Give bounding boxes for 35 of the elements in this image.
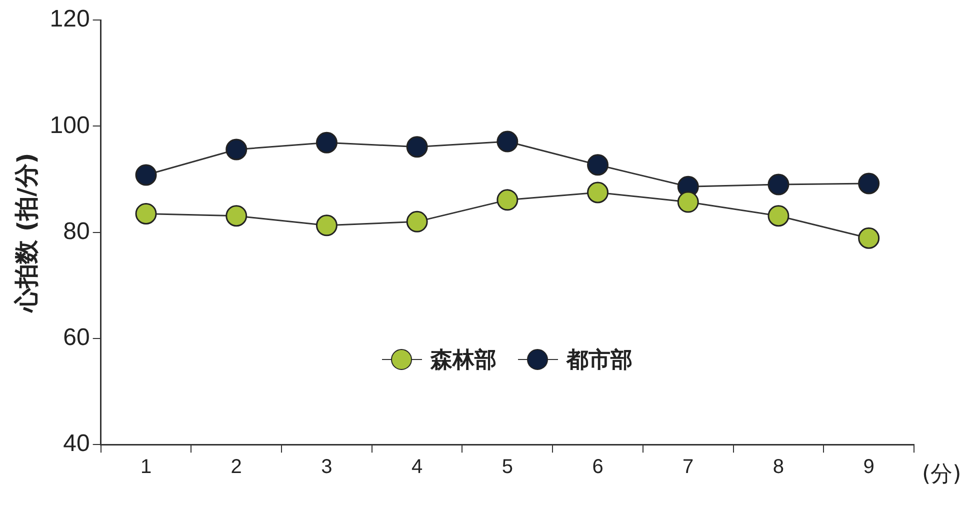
x-tick-label: 6 (592, 456, 604, 478)
legend-label: 都市部 (566, 346, 632, 375)
point (858, 227, 880, 249)
point (677, 191, 699, 213)
point (587, 182, 609, 204)
point (406, 210, 428, 232)
x-tick-label: 9 (863, 456, 874, 478)
point (226, 205, 248, 227)
y-tick-label: 80 (63, 218, 90, 245)
point (135, 164, 157, 186)
point (768, 174, 790, 196)
x-tick-label: 5 (502, 456, 513, 478)
point (316, 132, 338, 154)
y-tick-label: 120 (50, 6, 90, 33)
x-tick-label: 3 (321, 456, 332, 478)
point (496, 189, 518, 211)
point (587, 154, 609, 176)
point (858, 172, 880, 194)
x-tick-label: 1 (140, 456, 152, 478)
point (226, 138, 248, 160)
x-tick-label: 2 (230, 456, 242, 478)
legend-label: 森林部 (430, 346, 496, 375)
point (135, 202, 157, 224)
point (496, 130, 518, 152)
y-axis-title: 心拍数 (拍/分) (12, 152, 41, 313)
point (768, 205, 790, 227)
y-tick-label: 60 (63, 324, 90, 352)
y-tick-label: 40 (63, 430, 90, 458)
x-axis-title: (分) (922, 460, 962, 489)
x-tick-label: 7 (682, 456, 694, 478)
x-tick-label: 8 (772, 456, 784, 478)
x-tick-label: 4 (412, 456, 423, 478)
y-tick-label: 100 (50, 112, 90, 139)
point (406, 136, 428, 158)
point (316, 214, 338, 236)
